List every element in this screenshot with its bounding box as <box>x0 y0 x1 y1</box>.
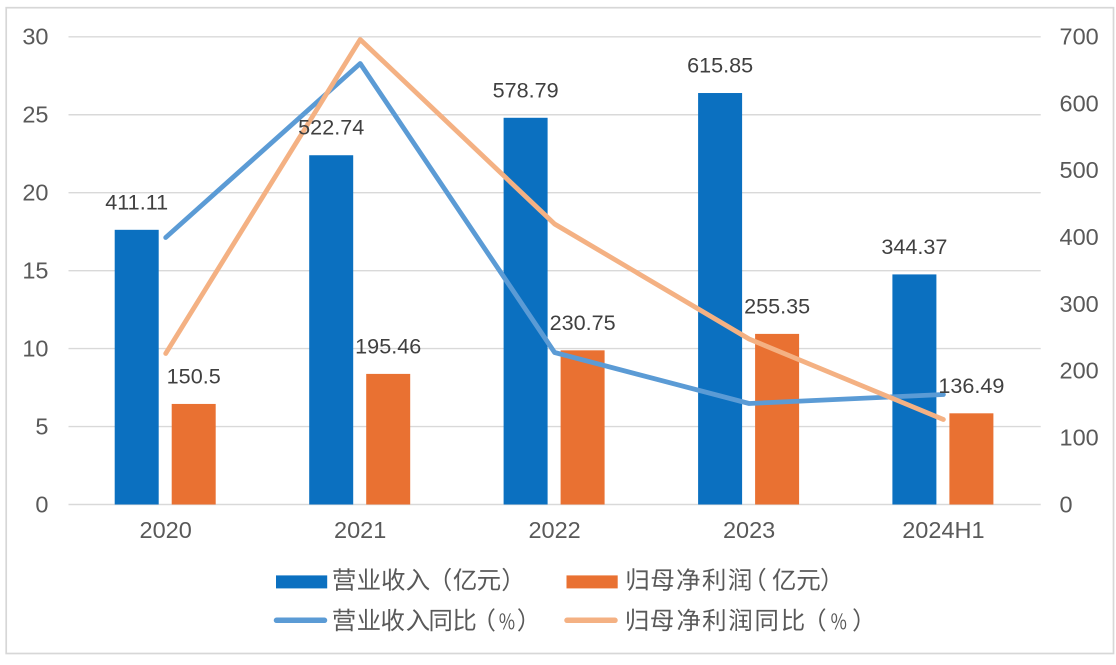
svg-text:15: 15 <box>22 257 48 283</box>
svg-text:230.75: 230.75 <box>550 310 616 335</box>
svg-text:0: 0 <box>1060 491 1073 517</box>
svg-text:2020: 2020 <box>140 517 192 543</box>
svg-text:100: 100 <box>1060 425 1099 451</box>
svg-text:30: 30 <box>22 24 48 50</box>
svg-text:500: 500 <box>1060 157 1099 183</box>
svg-text:2024H1: 2024H1 <box>902 517 984 543</box>
svg-text:200: 200 <box>1060 358 1099 384</box>
svg-text:615.85: 615.85 <box>687 53 753 78</box>
svg-text:700: 700 <box>1060 24 1099 50</box>
svg-text:2021: 2021 <box>334 517 386 543</box>
svg-text:20: 20 <box>22 180 48 206</box>
svg-text:150.5: 150.5 <box>167 363 221 388</box>
svg-text:2022: 2022 <box>528 517 580 543</box>
svg-text:522.74: 522.74 <box>298 115 364 140</box>
svg-text:300: 300 <box>1060 291 1099 317</box>
svg-text:255.35: 255.35 <box>744 293 810 318</box>
svg-text:578.79: 578.79 <box>493 77 559 102</box>
svg-text:0: 0 <box>35 491 48 517</box>
svg-text:344.37: 344.37 <box>881 234 947 259</box>
svg-text:2023: 2023 <box>723 517 775 543</box>
svg-text:411.11: 411.11 <box>105 189 168 214</box>
svg-text:5: 5 <box>35 413 48 439</box>
svg-text:136.49: 136.49 <box>938 373 1004 398</box>
svg-text:600: 600 <box>1060 90 1099 116</box>
svg-text:195.46: 195.46 <box>355 333 421 358</box>
svg-text:10: 10 <box>22 335 48 361</box>
svg-text:25: 25 <box>22 102 48 128</box>
svg-text:400: 400 <box>1060 224 1099 250</box>
